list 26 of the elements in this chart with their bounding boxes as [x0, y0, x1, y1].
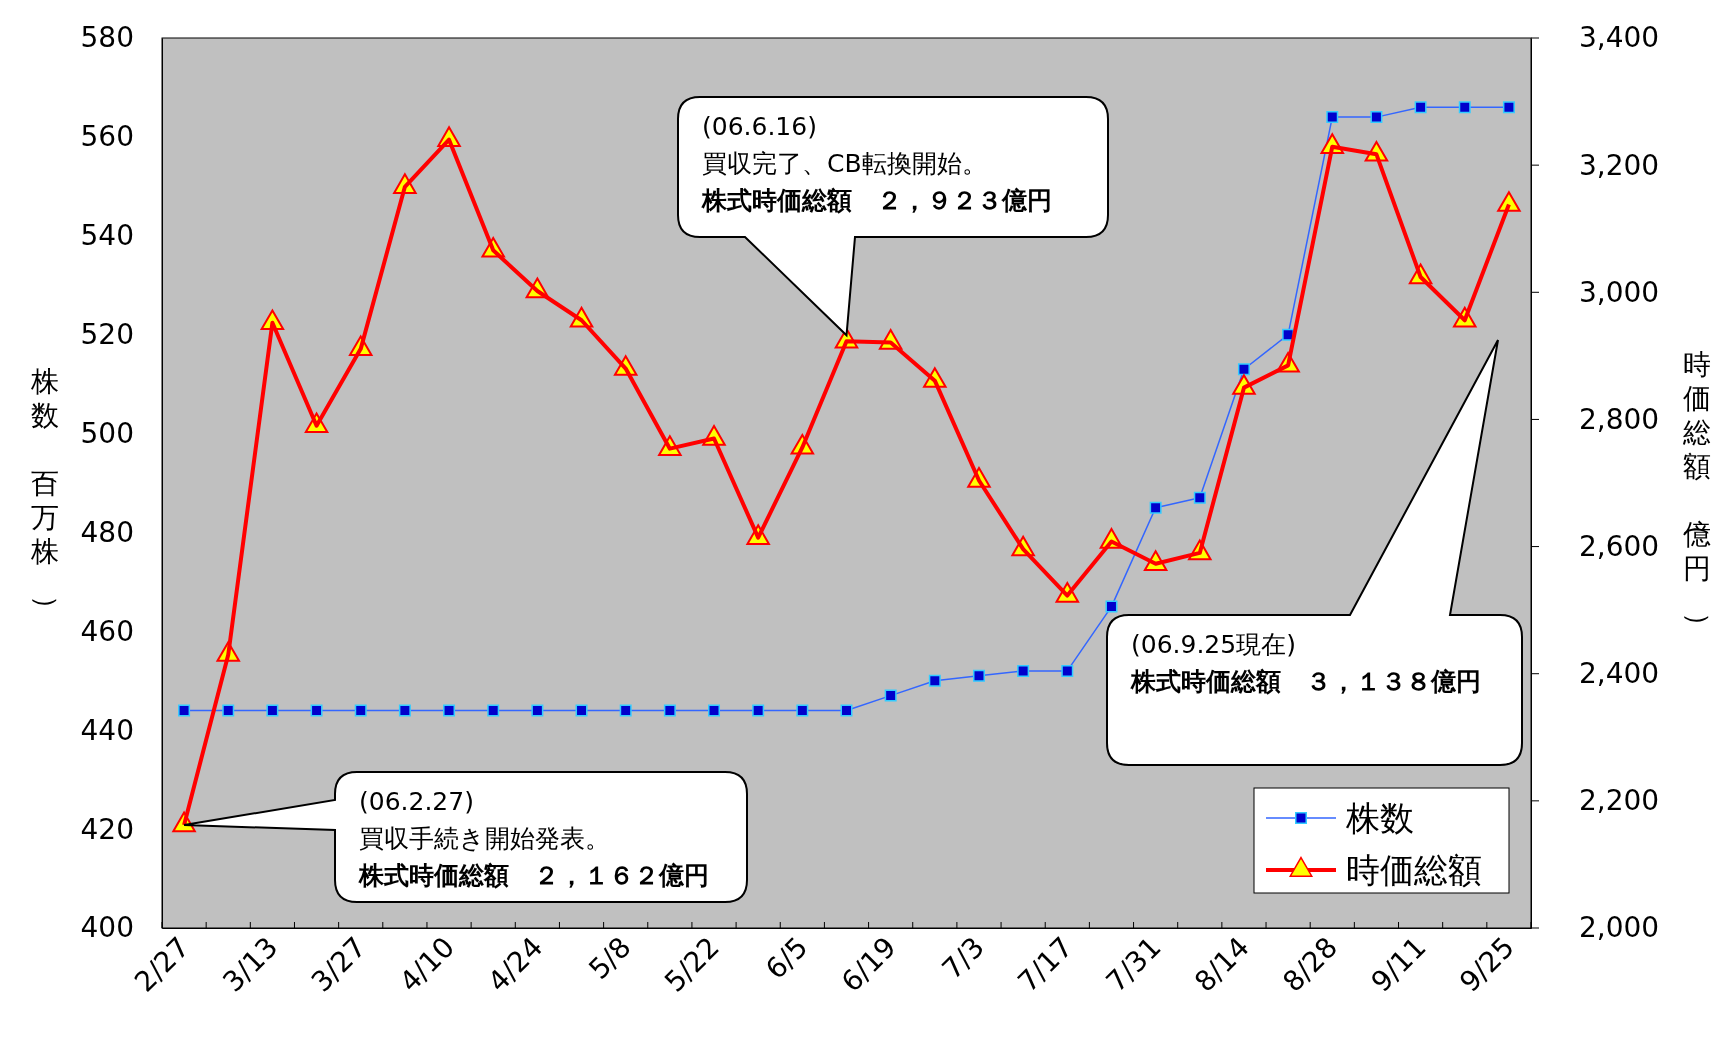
y-tick-label: 460 — [80, 614, 134, 648]
y2-tick-label: 2,200 — [1579, 784, 1660, 818]
y-tick-label: 500 — [80, 417, 134, 451]
y-tick-label: 480 — [80, 515, 134, 549]
annotation: (06.9.25現在)株式時価総額 ３，１３８億円 — [1130, 630, 1481, 696]
y2-tick-label: 3,000 — [1579, 275, 1660, 309]
y2-tick-label: 2,600 — [1579, 530, 1660, 564]
y-tick-label: 560 — [80, 120, 134, 154]
x-tick-label: 6/5 — [759, 930, 815, 986]
y2-tick-label: 2,400 — [1579, 657, 1660, 691]
y2-tick-label: 2,000 — [1579, 911, 1660, 945]
x-tick-label: 7/3 — [935, 930, 991, 986]
y-tick-label: 400 — [80, 911, 134, 945]
y-tick-label: 420 — [80, 812, 134, 846]
y-tick-label: 540 — [80, 219, 134, 253]
y2-tick-label: 3,400 — [1579, 21, 1660, 55]
y-tick-label: 580 — [80, 21, 134, 55]
legend-label: 時価総額 — [1346, 849, 1482, 890]
annotation: (06.2.27)買収手続き開始発表。株式時価総額 ２，１６２億円 — [358, 787, 709, 890]
y-tick-label: 440 — [80, 713, 134, 747]
annotation: (06.6.16)買収完了、CB転換開始。株式時価総額 ２，９２３億円 — [701, 112, 1052, 215]
y2-tick-label: 2,800 — [1579, 402, 1660, 436]
y2-tick-label: 3,200 — [1579, 148, 1660, 182]
legend-label: 株数 — [1345, 797, 1414, 838]
x-tick-label: 5/8 — [582, 930, 638, 986]
y-tick-label: 520 — [80, 318, 134, 352]
